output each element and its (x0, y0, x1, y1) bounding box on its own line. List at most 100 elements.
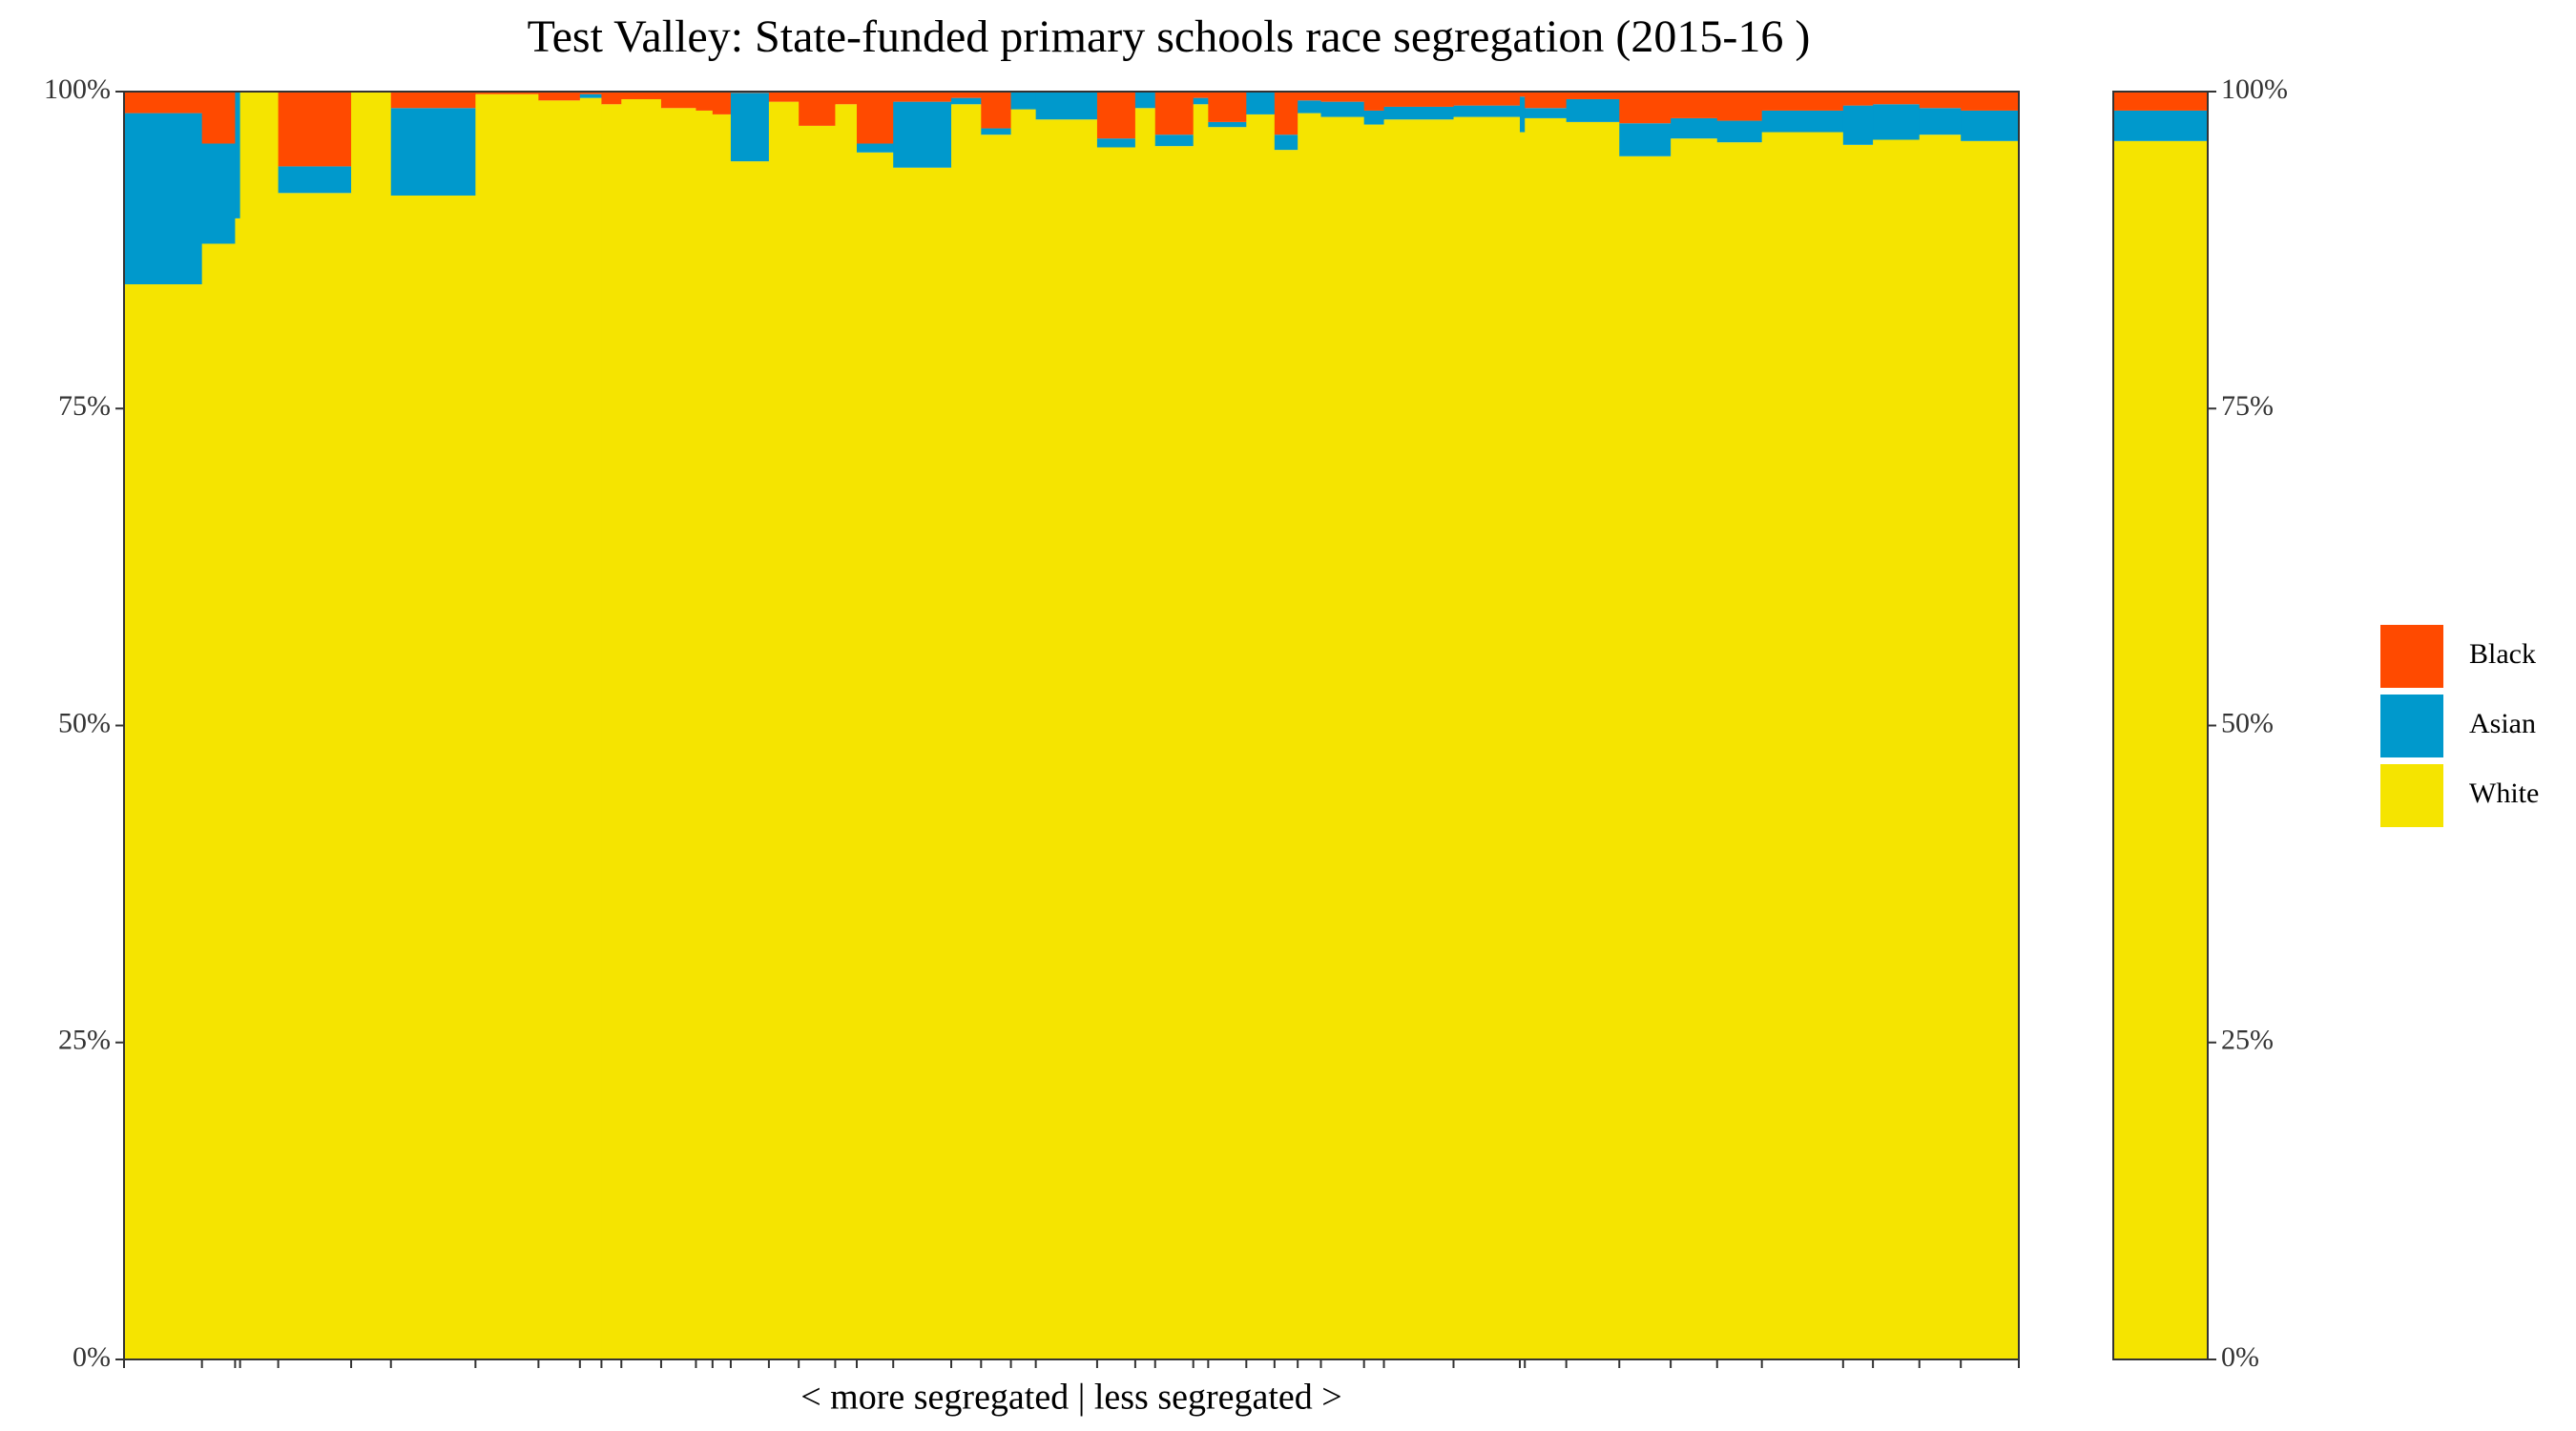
bar-segment (1154, 92, 1195, 135)
bar-segment (1453, 105, 1521, 117)
x-axis-label: < more segregated | less segregated > (800, 1378, 1341, 1418)
bar-segment (856, 92, 894, 144)
bar-segment (1453, 92, 1521, 106)
bar-segment (278, 92, 352, 167)
bar-segment (475, 93, 539, 1360)
bar-segment (621, 98, 662, 1359)
y2-tick-label: 0% (2221, 1341, 2259, 1373)
bar-segment (579, 92, 602, 94)
bar-segment (951, 92, 982, 98)
bar-segment (1761, 110, 1844, 133)
legend-label: Black (2469, 638, 2536, 670)
bar-segment (1096, 92, 1136, 139)
bar-segment (1961, 140, 2020, 1359)
bar-segment (1010, 109, 1037, 1360)
bar-segment (1525, 117, 1568, 1360)
chart-title: Test Valley: State-funded primary school… (528, 11, 1811, 62)
bar-segment (278, 166, 352, 194)
bar-segment (601, 104, 622, 1359)
bar-segment (835, 92, 858, 105)
bar-segment (579, 93, 602, 98)
bar-segment (538, 92, 581, 101)
bar-segment (1096, 147, 1136, 1360)
y2-tick-label: 50% (2221, 707, 2274, 738)
bar-segment (1842, 144, 1874, 1359)
bar-segment (1873, 92, 1921, 105)
bar-segment (1298, 113, 1321, 1359)
bar-segment (893, 101, 952, 168)
legend-label: Asian (2469, 708, 2536, 739)
bar-segment (1010, 92, 1037, 110)
bar-segment (1619, 92, 1672, 124)
bar-segment (799, 92, 836, 126)
bar-segment (1096, 138, 1136, 148)
bar-segment (696, 92, 714, 111)
bar-segment (1761, 132, 1844, 1360)
bar-segment (124, 284, 203, 1359)
bar-segment (201, 243, 236, 1360)
bar-segment (1520, 132, 1526, 1360)
bar-segment (951, 97, 982, 105)
bar-segment (1298, 92, 1321, 101)
bar-segment (1154, 146, 1195, 1360)
bar-segment (951, 104, 982, 1359)
bar-segment (1246, 114, 1276, 1359)
bar-segment (1619, 156, 1672, 1359)
bar-segment (712, 114, 732, 1359)
bar-segment (1320, 92, 1365, 102)
bar-segment (660, 92, 696, 109)
bar-segment (1154, 135, 1195, 147)
bar-segment (1134, 108, 1156, 1360)
bar-segment (201, 92, 236, 144)
bar-segment (390, 108, 476, 196)
bar-segment (1453, 116, 1521, 1360)
bar-segment (1320, 101, 1365, 117)
bar-segment (1298, 100, 1321, 114)
bar-segment (1761, 92, 1844, 111)
y2-tick-label: 75% (2221, 390, 2274, 422)
bar-segment (601, 92, 622, 105)
bar-segment (538, 100, 581, 1360)
overall-segment (2113, 140, 2208, 1359)
bar-segment (621, 92, 662, 99)
bar-segment (1520, 92, 1526, 97)
bar-segment (981, 128, 1012, 135)
y2-tick-label: 100% (2221, 73, 2288, 105)
bar-segment (1919, 135, 1962, 1359)
bar-segment (856, 152, 894, 1360)
bar-segment (1716, 120, 1763, 143)
bar-segment (1619, 123, 1672, 156)
bar-segment (1525, 92, 1568, 109)
bar-segment (239, 92, 280, 1359)
bar-segment (1525, 108, 1568, 118)
bar-segment (1193, 97, 1209, 105)
bar-segment (1842, 92, 1874, 106)
bar-segment (799, 125, 836, 1359)
bar-segment (1919, 108, 1962, 135)
bar-segment (1961, 92, 2020, 111)
bar-segment (1919, 92, 1962, 109)
legend-key (2380, 625, 2443, 688)
bar-segment (1274, 150, 1298, 1359)
bar-segment (1363, 110, 1385, 125)
bar-segment (1671, 92, 1718, 118)
bar-segment (660, 108, 696, 1360)
bar-segment (1566, 98, 1620, 122)
bar-segment (1716, 142, 1763, 1359)
y-tick-label: 75% (58, 390, 111, 422)
legend-key (2380, 764, 2443, 827)
bar-segment (1246, 92, 1276, 114)
bar-segment (235, 92, 241, 218)
bar-segment (1566, 92, 1620, 99)
bar-segment (235, 218, 241, 1359)
bar-segment (696, 110, 714, 1359)
bar-segment (1193, 92, 1209, 98)
legend-key (2380, 695, 2443, 757)
bar-segment (1193, 104, 1209, 1359)
bar-segment (278, 193, 352, 1359)
bar-segment (1961, 110, 2020, 141)
bar-segment (124, 113, 203, 285)
bar-segment (1208, 92, 1247, 122)
bar-segment (981, 92, 1012, 129)
